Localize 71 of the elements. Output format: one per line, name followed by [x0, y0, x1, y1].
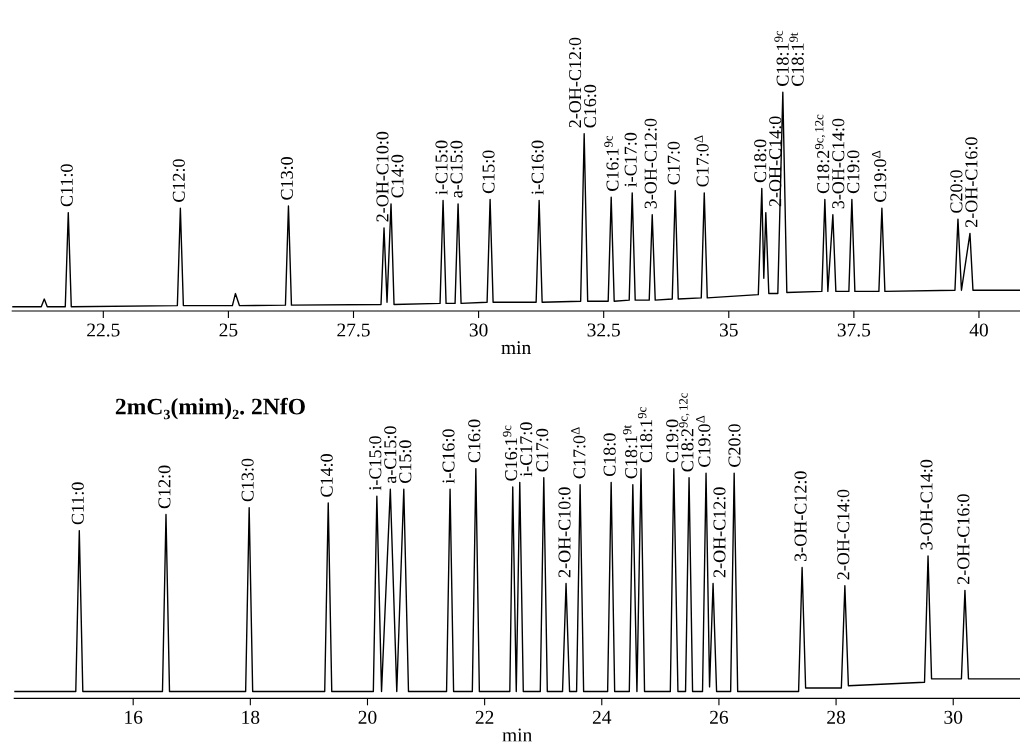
annotation: 2-OH-C16:0 [957, 494, 970, 585]
annotation: C19:0 [666, 419, 679, 463]
annotation: i-C17:0 [520, 422, 533, 477]
annotation: C16:0 [468, 419, 481, 463]
x-tick-label: 30 [469, 323, 488, 337]
annotation: C16:1$^{9c}$ [502, 425, 518, 481]
x-axis-title: min [502, 728, 532, 742]
x-tick-label: 20 [358, 710, 377, 724]
annotation: C18:0 [603, 433, 616, 477]
x-tick-label: 26 [710, 710, 729, 724]
x-tick-label: 28 [827, 710, 846, 724]
annotation: C19:0$^{Δ}$ [871, 150, 887, 202]
annotation: C18:1$^{9c}$ [774, 30, 789, 86]
x-tick-label: 37.5 [837, 323, 871, 337]
annotation: C13:0 [280, 157, 294, 200]
annotation: C18:1$^{9t}$ [789, 32, 804, 86]
annotation: C19:0$^{Δ}$ [696, 415, 711, 467]
annotation: C16:1$^{9c}$ [604, 135, 619, 191]
annotation: a-C15:0 [450, 140, 463, 198]
x-tick-label: 35 [719, 323, 738, 337]
annotation: C16:0 [584, 84, 597, 128]
annotation: i-C15:0 [369, 436, 382, 491]
annotation: C12:0 [158, 465, 171, 509]
annotation: C20:0 [950, 170, 963, 213]
x-tick-label: 18 [242, 710, 260, 724]
x-tick-label: 22.5 [87, 323, 120, 337]
annotation: C11:0 [60, 164, 73, 207]
annotation: C17:0 [667, 141, 680, 185]
annotation: a-C15:0 [384, 426, 397, 484]
annotation: 3-OH-C12:0 [794, 471, 807, 561]
annotation: C17:0$^{Δ}$ [571, 427, 586, 479]
annotation: C18:2$^{9c,12c}$ [814, 114, 830, 194]
annotation: C19:0 [847, 150, 860, 194]
annotation: 3-OH-C14:0 [920, 459, 933, 550]
x-axis-title: min [501, 341, 531, 354]
annotation: 2-OH-C14:0 [769, 116, 782, 207]
annotation: 2-OH-C14:0 [837, 489, 850, 580]
annotation: C18:2$^{9c,12c}$ [679, 393, 694, 472]
annotation: i-C15:0 [435, 140, 448, 195]
annotation: C14:0 [391, 154, 404, 198]
x-tick-label: 32.5 [587, 323, 620, 337]
annotation: 2-OH-C12:0 [569, 37, 582, 128]
annotation: 2-OH-C16:0 [965, 137, 978, 228]
annotation: C15:0 [399, 440, 412, 483]
annotation: 2-OH-C12:0 [713, 487, 726, 578]
x-tick-label: 40 [969, 323, 988, 337]
x-tick-label: 24 [592, 710, 612, 724]
annotation: 3-OH-C14:0 [832, 118, 845, 209]
annotation: C17:0$^{Δ}$ [694, 135, 709, 187]
annotation: C18:1$^{9c}$ [637, 407, 653, 463]
annotation: C18:0 [754, 139, 767, 183]
annotation: C17:0 [536, 428, 549, 472]
annotation: C18:1$^{9t}$ [622, 425, 638, 479]
x-tick-label: 30 [944, 710, 963, 724]
annotation: i-C16:0 [531, 140, 544, 195]
x-tick-label: 16 [125, 710, 143, 724]
annotation: C15:0 [482, 150, 495, 194]
annotation: 3-OH-C12:0 [644, 118, 657, 209]
annotation: C12:0 [172, 159, 185, 202]
annotation: 2-OH-C10:0 [376, 131, 389, 222]
x-tick-label: 27.5 [337, 323, 370, 337]
annotation: i-C16:0 [442, 429, 455, 484]
annotation: C20:0 [728, 424, 741, 467]
annotation: i-C17:0 [624, 132, 637, 187]
x-tick-label: 22 [475, 710, 494, 724]
annotation: 2-OH-C10:0 [558, 487, 571, 578]
annotation: C14:0 [320, 454, 333, 497]
x-tick-label: 25 [219, 323, 238, 337]
annotation: C11:0 [71, 482, 84, 525]
annotation: C13:0 [241, 458, 254, 502]
chart-title: 2mC₃(mim)₂. 2NfO [115, 397, 305, 420]
